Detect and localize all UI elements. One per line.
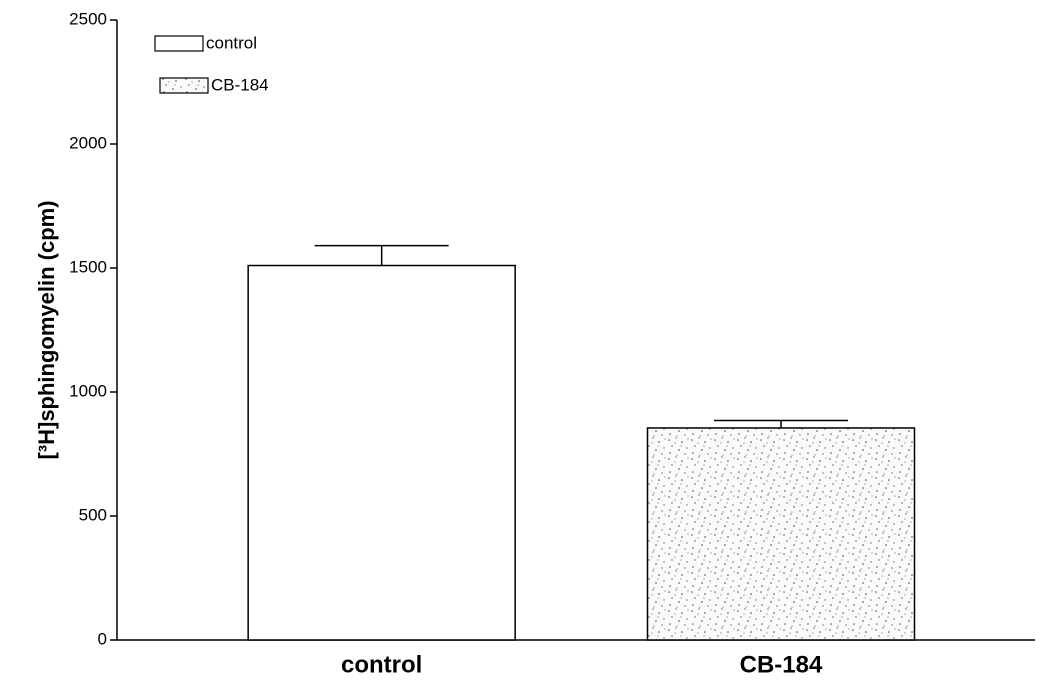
y-tick-label: 2000 [69,133,107,152]
x-tick-label: CB-184 [740,651,823,678]
y-tick-label: 2500 [69,9,107,28]
legend-swatch [159,77,209,94]
legend-label: CB-184 [211,75,269,94]
y-axis-label: [³H]sphingomyelin (cpm) [34,200,59,459]
y-tick-label: 500 [79,505,107,524]
x-tick-label: control [341,651,422,678]
bar [247,264,516,641]
legend-swatch [154,35,204,52]
y-tick-label: 1500 [69,257,107,276]
legend-label: control [206,33,257,52]
bar [646,427,916,641]
y-tick-label: 1000 [69,381,107,400]
y-tick-label: 0 [98,629,107,648]
